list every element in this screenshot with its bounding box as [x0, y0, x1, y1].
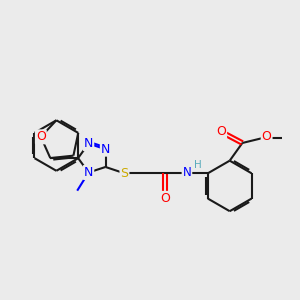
Text: N: N: [183, 166, 191, 179]
Text: H: H: [194, 160, 202, 170]
Text: S: S: [121, 167, 128, 180]
Text: N: N: [84, 137, 93, 150]
Text: O: O: [36, 130, 46, 143]
Text: O: O: [262, 130, 272, 142]
Text: O: O: [216, 125, 226, 138]
Text: N: N: [84, 166, 93, 179]
Text: O: O: [160, 192, 170, 205]
Text: N: N: [101, 143, 110, 156]
